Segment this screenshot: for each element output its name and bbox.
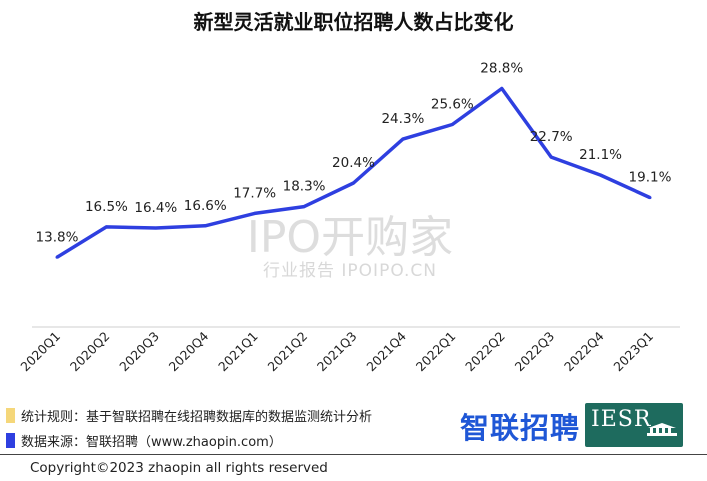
data-point [55, 255, 59, 259]
watermark: IPO开购家 行业报告 IPOIPO.CN [247, 212, 453, 281]
data-point [500, 87, 504, 90]
data-label: 22.7% [530, 129, 573, 145]
copyright: Copyright©2023 zhaopin all rights reserv… [30, 460, 328, 476]
data-point [203, 224, 207, 228]
data-label: 16.5% [85, 199, 128, 215]
data-point [549, 155, 553, 159]
data-point [302, 205, 306, 209]
zhaopin-logo: 智联招聘 [460, 411, 581, 445]
data-point [401, 137, 405, 141]
data-point [352, 181, 355, 185]
x-tick-label: 2022Q2 [462, 329, 508, 375]
footnote-source: 数据来源：智联招聘（www.zhaopin.com） [6, 431, 282, 450]
x-tick-label: 2021Q1 [215, 329, 261, 375]
x-tick-label: 2021Q2 [265, 329, 311, 375]
x-tick-layer: 2020Q1 2020Q2 2020Q3 2020Q4 2021Q1 2021Q2 2021… [17, 328, 656, 374]
data-label-layer: 13.8% 16.5% 16.4% 16.6% 17.7% 18.3% 20.4% 24.3%… [36, 61, 672, 246]
chart-title: 新型灵活就业职位招聘人数占比变化 [193, 10, 514, 34]
iesr-logo: IESR [585, 403, 683, 447]
watermark-main-text: IPO开购家 [247, 212, 453, 263]
x-tick-label: 2021Q4 [363, 328, 409, 374]
x-tick-label: 2023Q1 [610, 329, 656, 375]
watermark-sub-text: 行业报告 IPOIPO.CN [263, 261, 437, 281]
iesr-logo-text: IESR [591, 407, 652, 432]
footnote-source-swatch [6, 433, 15, 448]
data-label: 20.4% [332, 155, 375, 171]
data-label: 24.3% [381, 111, 424, 127]
data-point [450, 123, 454, 126]
x-tick-label: 2022Q1 [413, 329, 459, 375]
footnote-rule-text: 统计规则：基于智联招聘在线招聘数据库的数据监测统计分析 [21, 410, 373, 425]
data-label: 13.8% [36, 229, 79, 245]
x-tick-label: 2020Q2 [67, 329, 113, 375]
data-point [648, 196, 652, 200]
data-label: 21.1% [579, 147, 622, 163]
x-tick-label: 2022Q3 [512, 329, 558, 375]
data-label: 28.8% [480, 61, 523, 77]
data-label: 16.6% [184, 198, 227, 214]
building-icon [647, 423, 677, 436]
footnote-rule-swatch [6, 408, 15, 423]
data-label: 25.6% [431, 97, 474, 113]
x-tick-label: 2020Q4 [166, 328, 212, 374]
divider [0, 454, 707, 455]
series-layer [55, 86, 652, 259]
x-tick-label: 2021Q3 [314, 329, 360, 375]
x-tick-label: 2022Q4 [561, 328, 607, 374]
footnote-rule: 统计规则：基于智联招聘在线招聘数据库的数据监测统计分析 [6, 406, 372, 425]
data-point [154, 226, 158, 230]
x-tick-label: 2020Q3 [116, 329, 162, 375]
x-tick-label: 2020Q1 [17, 329, 63, 375]
line-chart: IPO开购家 行业报告 IPOIPO.CN 13.8% 16.5% 16.4% 16.… [17, 61, 680, 374]
data-label: 17.7% [233, 185, 276, 201]
data-point [104, 225, 108, 229]
footnote-source-text: 数据来源：智联招聘（www.zhaopin.com） [21, 435, 282, 450]
data-label: 19.1% [629, 170, 672, 186]
data-label: 16.4% [134, 200, 177, 216]
data-point [253, 211, 257, 215]
data-label: 18.3% [283, 179, 326, 195]
data-point [599, 173, 603, 177]
